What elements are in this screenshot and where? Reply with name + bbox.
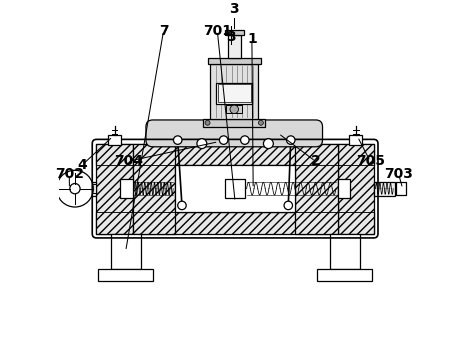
Circle shape (205, 120, 210, 125)
Circle shape (284, 201, 293, 210)
Text: 703: 703 (384, 166, 413, 181)
Bar (108, 135, 121, 145)
Bar (228, 35, 241, 58)
Bar (175, 144, 295, 234)
Circle shape (259, 120, 263, 125)
Text: 3: 3 (226, 30, 236, 44)
Bar (75, 184, 96, 193)
Bar (208, 58, 261, 64)
Circle shape (241, 136, 249, 144)
Bar (203, 119, 265, 127)
Bar (133, 144, 175, 234)
Bar (96, 144, 374, 165)
Circle shape (70, 184, 80, 194)
Bar (295, 144, 338, 234)
Circle shape (287, 136, 295, 144)
Bar (225, 30, 244, 35)
Circle shape (230, 105, 238, 113)
Circle shape (178, 201, 186, 210)
Bar (96, 144, 374, 234)
Circle shape (219, 136, 228, 144)
Bar (349, 135, 362, 145)
Bar (396, 182, 405, 195)
Text: 7: 7 (159, 24, 169, 38)
Circle shape (174, 136, 182, 144)
Text: 3: 3 (229, 2, 239, 16)
Circle shape (57, 170, 93, 207)
Text: 4: 4 (77, 158, 87, 172)
FancyBboxPatch shape (146, 120, 322, 147)
Bar (329, 234, 360, 269)
Bar (110, 234, 141, 269)
Text: 704: 704 (114, 154, 143, 168)
Text: 701: 701 (203, 24, 232, 38)
Bar (98, 269, 153, 281)
Bar (211, 64, 258, 119)
Bar (374, 182, 395, 196)
Text: 705: 705 (356, 154, 385, 168)
Bar (120, 179, 133, 198)
Bar (175, 165, 295, 213)
Circle shape (197, 139, 207, 149)
Circle shape (263, 139, 273, 149)
Bar (96, 144, 133, 234)
Bar (227, 105, 242, 113)
Bar (338, 144, 374, 234)
Bar (338, 179, 350, 198)
Bar (96, 213, 374, 234)
Text: 2: 2 (311, 154, 320, 168)
Bar (317, 269, 372, 281)
Text: 1: 1 (247, 33, 257, 47)
Bar (226, 179, 245, 198)
Bar (63, 182, 96, 196)
Text: 702: 702 (55, 166, 84, 181)
Bar (218, 84, 251, 102)
Bar (216, 83, 253, 103)
